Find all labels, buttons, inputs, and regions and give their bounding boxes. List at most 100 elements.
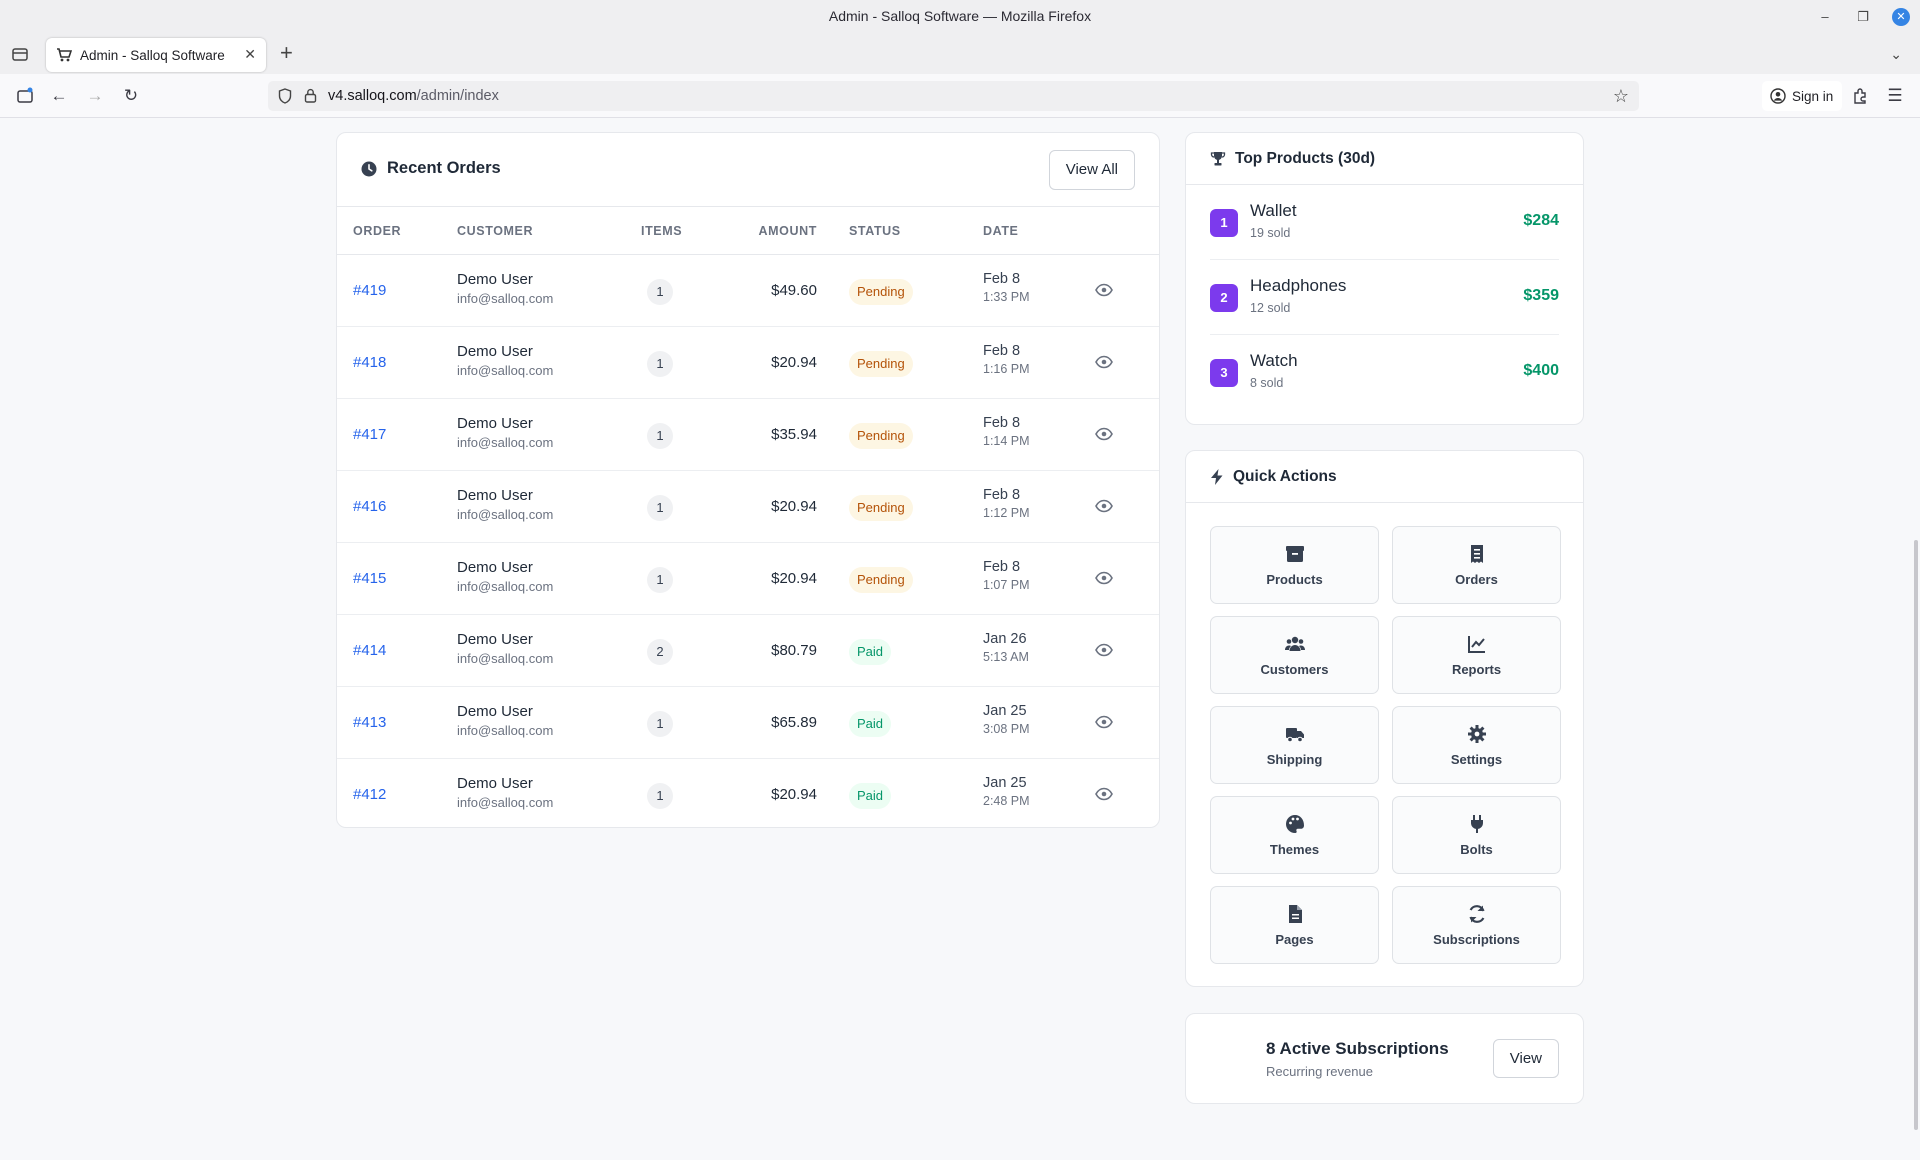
view-order-icon[interactable] [1095, 787, 1113, 801]
quick-actions-title-text: Quick Actions [1233, 468, 1337, 485]
product-name: Wallet [1250, 201, 1297, 220]
url-path: /admin/index [416, 88, 499, 104]
quick-action-orders[interactable]: Orders [1392, 526, 1561, 604]
status-badge: Pending [849, 495, 913, 521]
order-id-link[interactable]: #415 [353, 570, 387, 587]
order-id-link[interactable]: #413 [353, 714, 387, 731]
top-products-list: 1 Wallet 19 sold $284 2 Headphones 12 sold $359… [1186, 185, 1583, 410]
order-id-link[interactable]: #416 [353, 498, 387, 515]
url-bar[interactable]: v4.salloq.com/admin/index ☆ [268, 81, 1639, 111]
quick-action-themes[interactable]: Themes [1210, 796, 1379, 874]
top-products-title-text: Top Products (30d) [1235, 150, 1376, 167]
chevron-down-icon[interactable]: ⌄ [1890, 46, 1902, 62]
quick-action-settings[interactable]: Settings [1392, 706, 1561, 784]
shield-icon[interactable] [278, 88, 292, 104]
menu-icon[interactable]: ☰ [1887, 86, 1903, 105]
order-date: Feb 8 [983, 415, 1021, 431]
quick-action-shipping[interactable]: Shipping [1210, 706, 1379, 784]
table-row[interactable]: #418 Demo User info@salloq.com 1 $20.94 Pendi… [337, 327, 1159, 399]
view-order-icon[interactable] [1095, 499, 1113, 513]
new-tab-icon[interactable]: + [280, 40, 293, 65]
items-count-badge: 1 [647, 567, 673, 593]
table-row[interactable]: #415 Demo User info@salloq.com 1 $20.94 Pendi… [337, 543, 1159, 615]
minimize-icon[interactable]: – [1821, 9, 1829, 24]
view-order-icon[interactable] [1095, 643, 1113, 657]
status-badge: Pending [849, 423, 913, 449]
sidebar-icon[interactable] [16, 87, 34, 105]
view-order-icon[interactable] [1095, 427, 1113, 441]
back-arrow-icon[interactable]: ← [50, 86, 68, 105]
table-row[interactable]: #416 Demo User info@salloq.com 1 $20.94 Pendi… [337, 471, 1159, 543]
box-icon [1285, 545, 1304, 562]
customer-name: Demo User [457, 271, 533, 288]
column-header-date[interactable]: DATE [983, 224, 1019, 238]
customer-cell: Demo User info@salloq.com [457, 703, 553, 738]
quick-action-pages[interactable]: Pages [1210, 886, 1379, 964]
url-text[interactable]: v4.salloq.com/admin/index [328, 81, 499, 111]
column-header-status[interactable]: STATUS [849, 224, 901, 238]
customer-email: info@salloq.com [457, 507, 554, 522]
customer-email: info@salloq.com [457, 723, 554, 738]
close-window-icon[interactable]: ✕ [1892, 8, 1910, 26]
order-id-link[interactable]: #414 [353, 642, 387, 659]
forward-arrow-icon[interactable]: → [86, 86, 104, 105]
column-header-items[interactable]: ITEMS [641, 224, 683, 238]
view-order-icon[interactable] [1095, 571, 1113, 585]
order-id-link[interactable]: #417 [353, 426, 387, 443]
order-amount: $20.94 [771, 498, 817, 515]
extensions-icon[interactable] [1851, 87, 1869, 105]
browser-tab-active[interactable]: Admin - Salloq Software ✕ [46, 38, 266, 72]
product-name: Headphones [1250, 276, 1347, 295]
order-date-cell: Feb 8 1:33 PM [983, 271, 1030, 304]
view-order-icon[interactable] [1095, 715, 1113, 729]
order-id-link[interactable]: #419 [353, 282, 387, 299]
quick-action-customers[interactable]: Customers [1210, 616, 1379, 694]
order-amount: $20.94 [771, 570, 817, 587]
quick-action-bolts[interactable]: Bolts [1392, 796, 1561, 874]
column-header-amount[interactable]: AMOUNT [758, 224, 817, 238]
lock-icon[interactable] [304, 88, 317, 103]
order-time: 2:48 PM [983, 794, 1030, 808]
sign-in-button[interactable]: Sign in [1762, 81, 1843, 111]
window-titlebar: Admin - Salloq Software — Mozilla Firefo… [0, 0, 1920, 34]
view-all-orders-button[interactable]: View All [1048, 150, 1135, 190]
recent-orders-header: Recent Orders View All [337, 133, 1159, 207]
quick-action-reports[interactable]: Reports [1392, 616, 1561, 694]
quick-action-subscriptions[interactable]: Subscriptions [1392, 886, 1561, 964]
column-header-customer[interactable]: CUSTOMER [457, 224, 534, 238]
product-sold-count: 8 sold [1250, 376, 1284, 390]
view-order-icon[interactable] [1095, 283, 1113, 297]
maximize-icon[interactable]: ❐ [1857, 9, 1869, 24]
product-revenue: $284 [1523, 212, 1559, 229]
customer-name: Demo User [457, 775, 533, 792]
quick-action-products[interactable]: Products [1210, 526, 1379, 604]
rank-badge: 2 [1210, 284, 1238, 312]
view-order-icon[interactable] [1095, 355, 1113, 369]
order-id-link[interactable]: #412 [353, 786, 387, 803]
order-time: 5:13 AM [983, 650, 1029, 664]
bookmark-star-icon[interactable]: ☆ [1612, 86, 1629, 106]
page-scrollbar[interactable] [1914, 540, 1918, 1130]
close-tab-icon[interactable]: ✕ [244, 46, 256, 62]
table-row[interactable]: #417 Demo User info@salloq.com 1 $35.94 Pendi… [337, 399, 1159, 471]
order-id-link[interactable]: #418 [353, 354, 387, 371]
table-row[interactable]: #419 Demo User info@salloq.com 1 $49.60 Pendi… [337, 255, 1159, 327]
table-row[interactable]: #413 Demo User info@salloq.com 1 $65.89 Paid J… [337, 687, 1159, 759]
tab-list-icon[interactable] [11, 45, 29, 63]
order-date: Jan 25 [983, 703, 1027, 719]
table-row[interactable]: #414 Demo User info@salloq.com 2 $80.79 Paid J… [337, 615, 1159, 687]
top-products-title: Top Products (30d) [1210, 150, 1375, 168]
orders-table-header: ORDER CUSTOMER ITEMS AMOUNT STATUS DATE [337, 207, 1159, 255]
customer-cell: Demo User info@salloq.com [457, 487, 553, 522]
table-row[interactable]: #412 Demo User info@salloq.com 1 $20.94 Paid J… [337, 759, 1159, 831]
column-header-order[interactable]: ORDER [353, 224, 402, 238]
order-date-cell: Jan 25 2:48 PM [983, 775, 1030, 808]
customer-cell: Demo User info@salloq.com [457, 415, 553, 450]
reload-icon[interactable]: ↻ [123, 86, 139, 105]
quick-action-label: Products [1266, 571, 1323, 587]
customer-name: Demo User [457, 631, 533, 648]
active-subscriptions-card: 8 Active Subscriptions Recurring revenue… [1185, 1013, 1584, 1104]
order-time: 1:16 PM [983, 362, 1030, 376]
view-subscriptions-button[interactable]: View [1492, 1039, 1559, 1078]
customer-name: Demo User [457, 415, 533, 432]
